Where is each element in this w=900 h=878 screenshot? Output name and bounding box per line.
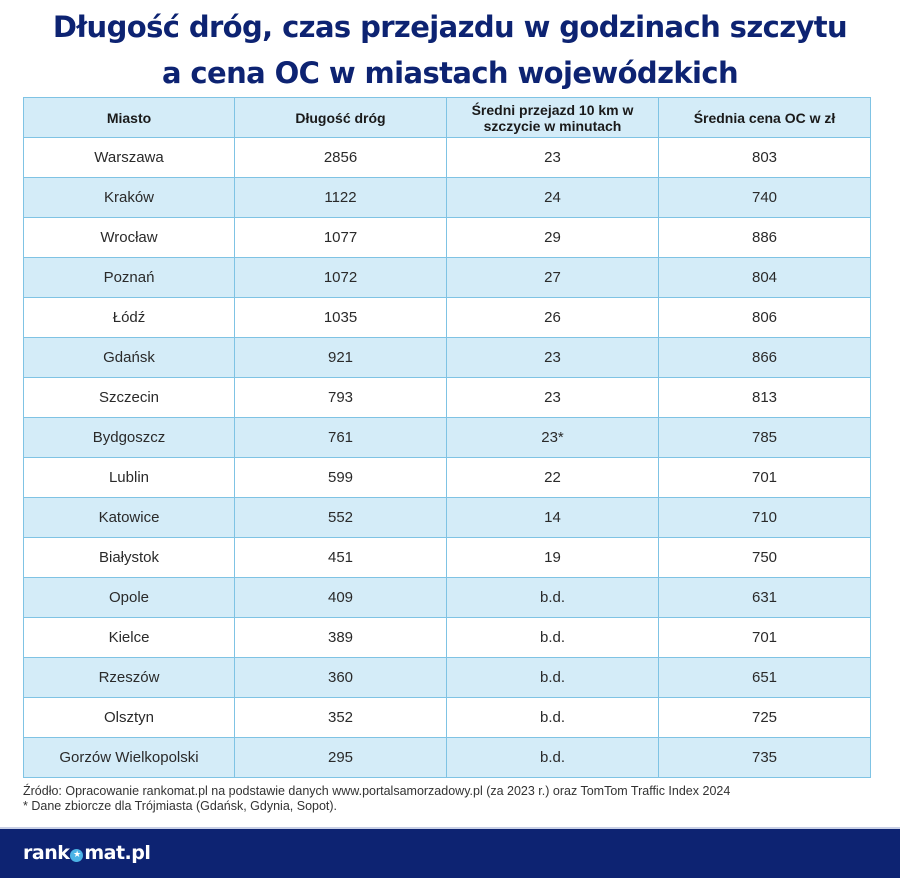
cell-travel-time: 14: [446, 497, 659, 538]
cell-oc-price: 803: [658, 137, 871, 178]
cell-travel-time: 27: [446, 257, 659, 298]
cell-road-length: 409: [234, 577, 447, 618]
cell-road-length: 793: [234, 377, 447, 418]
cell-travel-time: 22: [446, 457, 659, 498]
cell-city: Lublin: [23, 457, 235, 498]
cell-city: Łódź: [23, 297, 235, 338]
cell-travel-time: 29: [446, 217, 659, 258]
table-row: Kraków 1122 24 740: [23, 177, 871, 218]
table-row: Gorzów Wielkopolski 295 b.d. 735: [23, 737, 871, 778]
cell-oc-price: 651: [658, 657, 871, 698]
cell-road-length: 1072: [234, 257, 447, 298]
cell-road-length: 451: [234, 537, 447, 578]
cell-oc-price: 866: [658, 337, 871, 378]
cell-road-length: 2856: [234, 137, 447, 178]
table-row: Gdańsk 921 23 866: [23, 337, 871, 378]
cell-city: Olsztyn: [23, 697, 235, 738]
data-table: Miasto Długość dróg Średni przejazd 10 k…: [23, 97, 871, 778]
cell-travel-time: 23: [446, 337, 659, 378]
cell-oc-price: 813: [658, 377, 871, 418]
cell-oc-price: 631: [658, 577, 871, 618]
cell-oc-price: 701: [658, 457, 871, 498]
table-row: Białystok 451 19 750: [23, 537, 871, 578]
cell-road-length: 389: [234, 617, 447, 658]
table-row: Bydgoszcz 761 23* 785: [23, 417, 871, 458]
rankomat-logo: rank ★ mat.pl: [23, 842, 151, 864]
cell-city: Białystok: [23, 537, 235, 578]
cell-oc-price: 750: [658, 537, 871, 578]
cell-travel-time: 26: [446, 297, 659, 338]
cell-travel-time: b.d.: [446, 617, 659, 658]
cell-road-length: 761: [234, 417, 447, 458]
star-icon: ★: [70, 849, 84, 862]
column-header-travel-time: Średni przejazd 10 km w szczycie w minut…: [446, 97, 659, 138]
footer-bar: rank ★ mat.pl: [0, 827, 900, 878]
table-row: Olsztyn 352 b.d. 725: [23, 697, 871, 738]
logo-text-right: mat.pl: [84, 842, 151, 864]
table-row: Szczecin 793 23 813: [23, 377, 871, 418]
cell-road-length: 599: [234, 457, 447, 498]
title-line-2: a cena OC w miastach wojewódzkich: [161, 56, 739, 90]
cell-city: Opole: [23, 577, 235, 618]
cell-city: Gorzów Wielkopolski: [23, 737, 235, 778]
page-title: Długość dróg, czas przejazdu w godzinach…: [0, 4, 900, 96]
cell-oc-price: 785: [658, 417, 871, 458]
cell-road-length: 1035: [234, 297, 447, 338]
cell-city: Poznań: [23, 257, 235, 298]
cell-road-length: 1077: [234, 217, 447, 258]
cell-travel-time: 19: [446, 537, 659, 578]
cell-oc-price: 740: [658, 177, 871, 218]
cell-road-length: 1122: [234, 177, 447, 218]
table-row: Łódź 1035 26 806: [23, 297, 871, 338]
cell-oc-price: 725: [658, 697, 871, 738]
footnote: * Dane zbiorcze dla Trójmiasta (Gdańsk, …: [23, 799, 338, 813]
table-row: Opole 409 b.d. 631: [23, 577, 871, 618]
cell-city: Kielce: [23, 617, 235, 658]
table-header-row: Miasto Długość dróg Średni przejazd 10 k…: [23, 97, 871, 138]
cell-travel-time: b.d.: [446, 577, 659, 618]
cell-travel-time: 23: [446, 377, 659, 418]
source-note: Źródło: Opracowanie rankomat.pl na podst…: [23, 784, 731, 798]
cell-oc-price: 701: [658, 617, 871, 658]
column-header-city: Miasto: [23, 97, 235, 138]
cell-oc-price: 886: [658, 217, 871, 258]
cell-oc-price: 806: [658, 297, 871, 338]
cell-road-length: 295: [234, 737, 447, 778]
cell-road-length: 921: [234, 337, 447, 378]
cell-oc-price: 735: [658, 737, 871, 778]
table-row: Rzeszów 360 b.d. 651: [23, 657, 871, 698]
cell-city: Katowice: [23, 497, 235, 538]
table-row: Katowice 552 14 710: [23, 497, 871, 538]
cell-travel-time: b.d.: [446, 737, 659, 778]
title-line-1: Długość dróg, czas przejazdu w godzinach…: [52, 10, 848, 44]
cell-city: Warszawa: [23, 137, 235, 178]
cell-road-length: 552: [234, 497, 447, 538]
table-row: Lublin 599 22 701: [23, 457, 871, 498]
cell-city: Gdańsk: [23, 337, 235, 378]
cell-city: Bydgoszcz: [23, 417, 235, 458]
cell-travel-time: 23: [446, 137, 659, 178]
column-header-oc-price: Średnia cena OC w zł: [658, 97, 871, 138]
cell-oc-price: 804: [658, 257, 871, 298]
cell-road-length: 352: [234, 697, 447, 738]
column-header-road-length: Długość dróg: [234, 97, 447, 138]
logo-text-left: rank: [23, 842, 70, 864]
cell-city: Wrocław: [23, 217, 235, 258]
cell-city: Rzeszów: [23, 657, 235, 698]
cell-oc-price: 710: [658, 497, 871, 538]
cell-travel-time: b.d.: [446, 697, 659, 738]
cell-city: Kraków: [23, 177, 235, 218]
table-row: Poznań 1072 27 804: [23, 257, 871, 298]
cell-travel-time: 24: [446, 177, 659, 218]
notes: Źródło: Opracowanie rankomat.pl na podst…: [23, 784, 730, 814]
cell-travel-time: b.d.: [446, 657, 659, 698]
cell-travel-time: 23*: [446, 417, 659, 458]
cell-city: Szczecin: [23, 377, 235, 418]
table-row: Wrocław 1077 29 886: [23, 217, 871, 258]
table-row: Kielce 389 b.d. 701: [23, 617, 871, 658]
cell-road-length: 360: [234, 657, 447, 698]
table-row: Warszawa 2856 23 803: [23, 137, 871, 178]
